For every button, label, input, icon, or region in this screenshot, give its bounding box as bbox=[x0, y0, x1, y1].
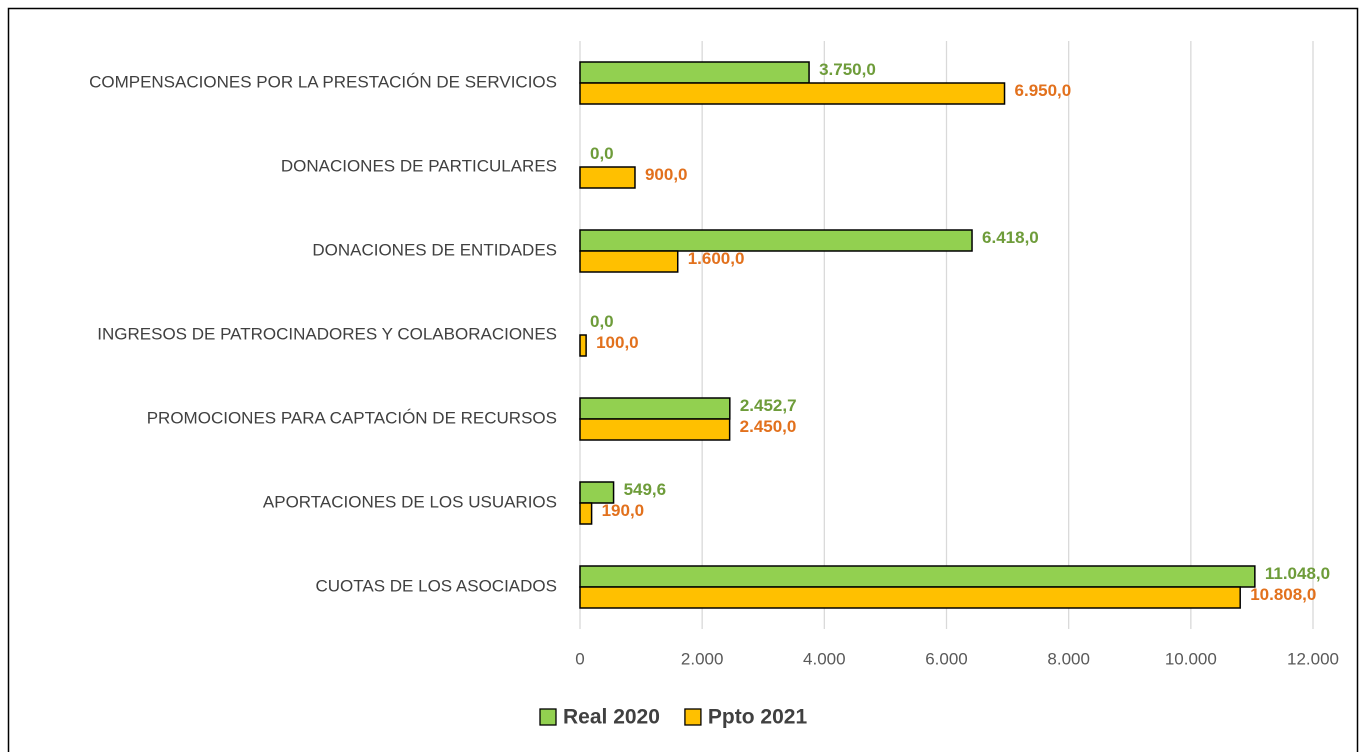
data-label: 549,6 bbox=[624, 480, 667, 499]
bar bbox=[579, 502, 593, 525]
data-label: 3.750,0 bbox=[819, 60, 876, 79]
y-tick-label: DONACIONES DE ENTIDADES bbox=[312, 240, 557, 259]
data-label: 10.808,0 bbox=[1250, 585, 1316, 604]
data-label: 2.450,0 bbox=[740, 417, 797, 436]
chart-frame bbox=[7, 7, 1359, 752]
data-label: 1.600,0 bbox=[688, 249, 745, 268]
y-tick-label: APORTACIONES DE LOS USUARIOS bbox=[263, 492, 557, 511]
bar bbox=[579, 61, 810, 84]
data-label: 0,0 bbox=[590, 312, 614, 331]
legend-label: Ppto 2021 bbox=[708, 706, 808, 729]
x-tick-label: 4.000 bbox=[803, 649, 846, 668]
x-tick-label: 10.000 bbox=[1165, 649, 1217, 668]
y-tick-label: DONACIONES DE PARTICULARES bbox=[281, 156, 557, 175]
legend-label: Real 2020 bbox=[563, 706, 660, 729]
data-label: 100,0 bbox=[596, 333, 639, 352]
data-label: 0,0 bbox=[590, 144, 614, 163]
x-tick-label: 0 bbox=[575, 649, 584, 668]
bar bbox=[579, 334, 587, 357]
data-label: 900,0 bbox=[645, 165, 688, 184]
bar bbox=[579, 586, 1241, 609]
x-tick-label: 8.000 bbox=[1047, 649, 1090, 668]
bar bbox=[579, 565, 1256, 588]
y-tick-label: INGRESOS DE PATROCINADORES Y COLABORACIO… bbox=[97, 324, 557, 343]
bar bbox=[579, 229, 973, 252]
bar bbox=[579, 397, 731, 420]
data-label: 11.048,0 bbox=[1265, 564, 1330, 583]
y-tick-label: CUOTAS DE LOS ASOCIADOS bbox=[315, 576, 557, 595]
x-tick-label: 2.000 bbox=[681, 649, 724, 668]
bar bbox=[579, 418, 731, 441]
x-tick-label: 6.000 bbox=[925, 649, 968, 668]
bar bbox=[579, 82, 1006, 105]
bar bbox=[579, 481, 615, 504]
data-label: 190,0 bbox=[602, 501, 645, 520]
legend-swatch bbox=[539, 708, 557, 726]
bar bbox=[579, 250, 679, 273]
bar bbox=[579, 166, 636, 189]
x-tick-label: 12.000 bbox=[1287, 649, 1339, 668]
data-label: 6.418,0 bbox=[982, 228, 1039, 247]
legend-swatch bbox=[684, 708, 702, 726]
y-tick-label: COMPENSACIONES POR LA PRESTACIÓN DE SERV… bbox=[89, 72, 557, 91]
data-label: 2.452,7 bbox=[740, 396, 797, 415]
y-tick-label: PROMOCIONES PARA CAPTACIÓN DE RECURSOS bbox=[147, 408, 557, 427]
data-label: 6.950,0 bbox=[1015, 81, 1072, 100]
